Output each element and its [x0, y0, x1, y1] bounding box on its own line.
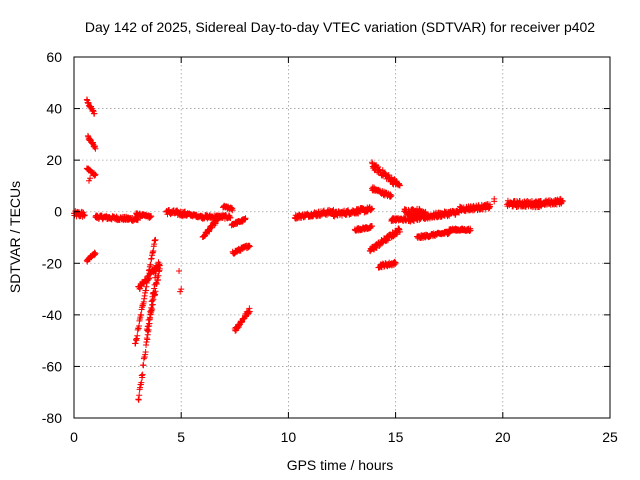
data-point — [369, 205, 376, 212]
x-tick-label: 5 — [177, 429, 185, 445]
data-points — [71, 96, 566, 403]
data-point — [176, 268, 183, 275]
y-tick-label: 20 — [46, 152, 62, 168]
y-tick-label: -20 — [42, 255, 62, 271]
x-tick-label: 20 — [495, 429, 511, 445]
data-point — [153, 281, 160, 288]
data-point — [521, 198, 528, 205]
data-point — [136, 392, 143, 399]
data-point — [369, 223, 376, 230]
data-point — [91, 110, 98, 117]
data-point — [152, 236, 159, 243]
data-point — [134, 332, 141, 339]
data-point — [246, 308, 253, 315]
data-point — [216, 213, 223, 220]
y-tick-label: -80 — [42, 410, 62, 426]
data-point — [92, 145, 99, 152]
data-point — [146, 275, 153, 282]
data-point — [229, 207, 236, 214]
plot-frame — [73, 56, 611, 419]
x-tick-label: 10 — [281, 429, 297, 445]
y-tick-label: -40 — [42, 307, 62, 323]
data-point — [152, 270, 159, 277]
data-point — [139, 371, 146, 378]
y-tick-label: -60 — [42, 358, 62, 374]
data-point — [388, 192, 395, 199]
data-point — [375, 163, 382, 170]
y-tick-label: 0 — [54, 204, 62, 220]
chart-title: Day 142 of 2025, Sidereal Day-to-day VTE… — [85, 19, 595, 35]
data-point — [138, 312, 145, 319]
x-tick-label: 0 — [70, 429, 78, 445]
data-point — [87, 175, 94, 182]
data-point — [86, 177, 93, 184]
data-point — [467, 227, 474, 234]
data-point — [486, 203, 493, 210]
data-point — [557, 195, 564, 202]
data-point — [396, 182, 403, 189]
data-point — [396, 228, 403, 235]
data-point — [150, 296, 157, 303]
data-point — [92, 171, 99, 178]
data-point — [177, 288, 184, 295]
data-point — [148, 213, 155, 220]
data-point — [227, 214, 234, 221]
y-tick-label: 40 — [46, 101, 62, 117]
data-point — [246, 243, 253, 250]
grid-lines — [74, 57, 610, 418]
data-point — [92, 250, 99, 257]
data-point — [142, 349, 149, 356]
data-point — [149, 306, 156, 313]
data-point — [156, 265, 163, 272]
x-tick-label: 25 — [602, 429, 618, 445]
data-point — [81, 212, 88, 219]
data-point — [491, 198, 498, 205]
axis-ticks: 0 5 10 15 20 25 -80 -60 -40 -20 0 20 40 60 — [42, 49, 618, 445]
data-point — [152, 288, 159, 295]
x-axis-label: GPS time / hours — [287, 457, 394, 473]
data-point — [242, 215, 249, 222]
y-axis-label: SDTVAR / TECUs — [7, 181, 23, 293]
data-point — [149, 301, 156, 308]
y-tick-label: 60 — [46, 49, 62, 65]
data-point — [136, 322, 143, 329]
data-point — [379, 167, 386, 174]
data-point — [147, 261, 154, 268]
data-point — [392, 259, 399, 266]
data-point — [178, 286, 185, 293]
data-point — [140, 362, 147, 369]
data-point — [138, 379, 145, 386]
x-tick-label: 15 — [388, 429, 404, 445]
